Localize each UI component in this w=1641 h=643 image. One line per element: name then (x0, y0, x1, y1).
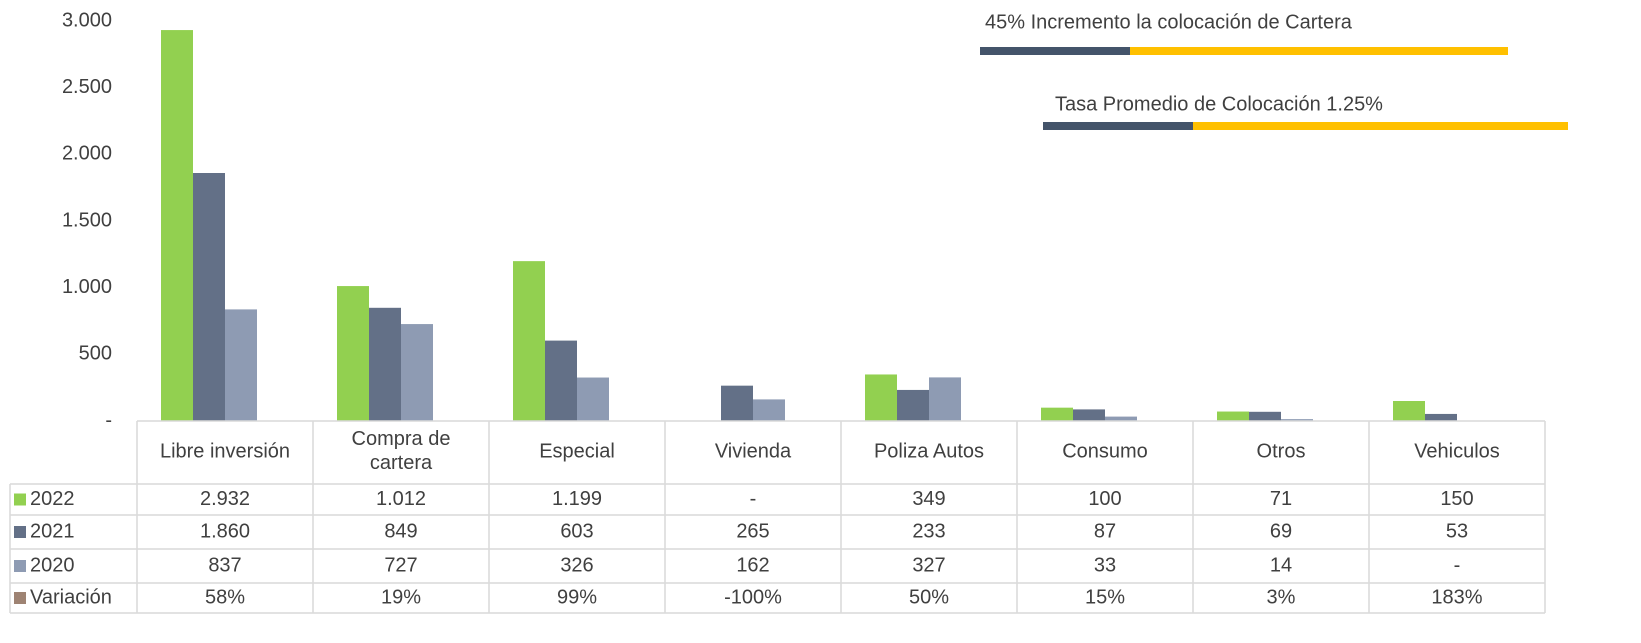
bar (577, 377, 609, 421)
bar (225, 309, 257, 421)
table-cell: - (750, 488, 757, 510)
annotation: Tasa Promedio de Colocación 1.25% (1055, 93, 1383, 115)
table-cell: 3% (1267, 586, 1296, 608)
legend-key (14, 592, 26, 604)
table-cell: 727 (384, 554, 417, 576)
table-cell: 14 (1270, 554, 1292, 576)
table-cell: 150 (1440, 488, 1473, 510)
table-cell: 69 (1270, 520, 1292, 542)
bar (337, 286, 369, 421)
table-cell: 265 (736, 520, 769, 542)
table-cell: 1.012 (376, 488, 426, 510)
table-cell: 233 (912, 520, 945, 542)
table-cell: 58% (205, 586, 245, 608)
bar (753, 399, 785, 421)
bar (161, 30, 193, 422)
bar (193, 173, 225, 421)
legend-label: 2022 (30, 488, 75, 510)
legend-key (14, 526, 26, 538)
table-cell: 71 (1270, 488, 1292, 510)
bar (1425, 413, 1457, 421)
bar (1105, 416, 1137, 421)
table-cell: 33 (1094, 554, 1116, 576)
x-tick-label: Otros (1257, 440, 1306, 462)
bar (513, 261, 545, 421)
y-tick-label: 1.000 (62, 276, 112, 298)
table-cell: 1.199 (552, 488, 602, 510)
bar (369, 307, 401, 421)
bar (721, 385, 753, 421)
table-cell: 349 (912, 488, 945, 510)
table-cell: -100% (724, 586, 782, 608)
table-cell: 183% (1431, 586, 1482, 608)
y-tick-label: 500 (79, 343, 112, 365)
table-cell: - (1454, 554, 1461, 576)
bar (1281, 419, 1313, 421)
bar (865, 374, 897, 421)
bar (401, 324, 433, 421)
bar (1041, 407, 1073, 421)
table-cell: 603 (560, 520, 593, 542)
x-tick-label: Compra de cartera (352, 428, 451, 474)
table-cell: 53 (1446, 520, 1468, 542)
bar (545, 340, 577, 421)
bar (1393, 401, 1425, 421)
table-cell: 1.860 (200, 520, 250, 542)
table-cell: 327 (912, 554, 945, 576)
annotation-bar (980, 47, 1130, 55)
table-cell: 15% (1085, 586, 1125, 608)
y-tick-label: 1.500 (62, 209, 112, 231)
bar (1073, 409, 1105, 421)
table-cell: 2.932 (200, 488, 250, 510)
x-tick-label: Poliza Autos (874, 440, 984, 462)
annotation-bar (1043, 122, 1193, 130)
table-cell: 50% (909, 586, 949, 608)
y-tick-label: 2.500 (62, 76, 112, 98)
table-cell: 100 (1088, 488, 1121, 510)
legend-label: 2021 (30, 520, 75, 542)
y-tick-label: 2.000 (62, 143, 112, 165)
bar (897, 389, 929, 421)
annotation: 45% Incremento la colocación de Cartera (985, 11, 1353, 33)
annotation-bar (1130, 47, 1508, 55)
legend-label: 2020 (30, 554, 75, 576)
bar (1249, 411, 1281, 421)
x-tick-label: Vehiculos (1414, 440, 1500, 462)
legend-label: Variación (30, 586, 112, 608)
legend-key (14, 560, 26, 572)
y-tick-label: - (105, 409, 112, 431)
table-cell: 19% (381, 586, 421, 608)
bar (929, 377, 961, 421)
x-tick-label: Consumo (1062, 440, 1148, 462)
legend-key (14, 493, 26, 506)
bar (1217, 411, 1249, 421)
x-tick-label: Especial (539, 440, 615, 462)
x-tick-label: Vivienda (715, 440, 792, 462)
table-cell: 162 (736, 554, 769, 576)
table-cell: 849 (384, 520, 417, 542)
table-cell: 837 (208, 554, 241, 576)
annotation-bar (1193, 122, 1568, 130)
y-tick-label: 3.000 (62, 9, 112, 31)
table-cell: 99% (557, 586, 597, 608)
x-tick-label: Libre inversión (160, 440, 290, 462)
table-cell: 326 (560, 554, 593, 576)
table-cell: 87 (1094, 520, 1116, 542)
